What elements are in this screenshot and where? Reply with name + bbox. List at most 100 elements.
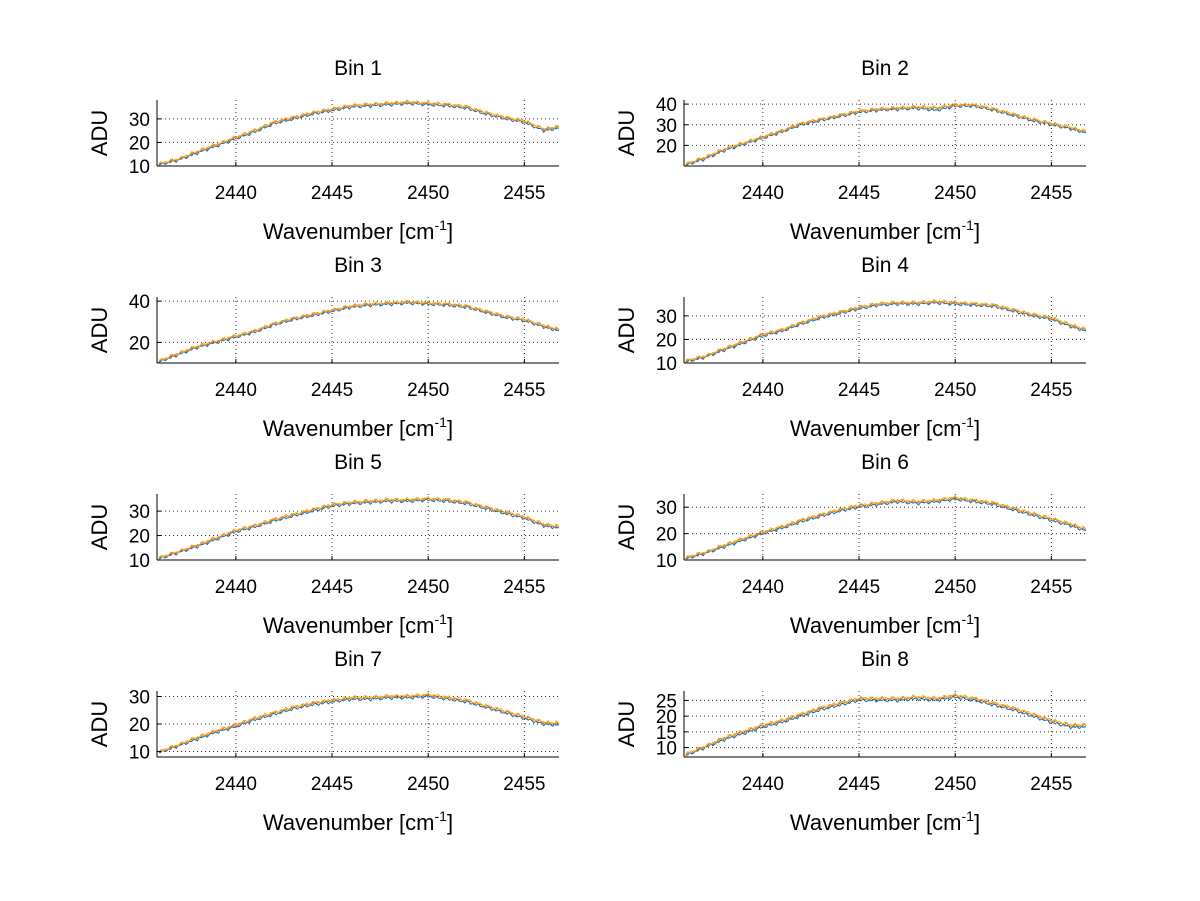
y-axis-label: ADU	[87, 110, 112, 156]
y-tick-label: 10	[129, 157, 150, 178]
chart-title: Bin 5	[334, 451, 382, 474]
plot-area	[684, 297, 1086, 363]
y-tick-label: 30	[656, 498, 677, 519]
x-axis-label-main: Wavenumber [cm	[790, 810, 962, 835]
x-tick-label: 2445	[311, 183, 353, 204]
series-line-3	[158, 299, 560, 362]
chart-title: Bin 8	[861, 648, 909, 671]
y-tick-label: 25	[656, 691, 677, 712]
subplot-3: 2440 2445 2450 2455 20 40 Bin 3 ADU Wavenumber […	[87, 254, 560, 441]
y-tick-label: 10	[656, 551, 677, 572]
y-axis-label: ADU	[87, 701, 112, 747]
y-tick-label: 20	[656, 707, 677, 728]
x-axis-label: Wavenumber [cm-1]	[790, 217, 980, 244]
y-tick-label: 20	[656, 525, 677, 546]
x-tick-label: 2455	[503, 577, 545, 598]
y-axis-label: ADU	[614, 307, 639, 353]
x-axis-label-sup: -1	[962, 217, 975, 233]
series-line-3	[685, 494, 1087, 558]
x-tick-label: 2440	[742, 774, 784, 795]
x-axis-label-main: Wavenumber [cm	[790, 219, 962, 244]
x-axis-label-sup: -1	[962, 414, 975, 430]
x-axis-label: Wavenumber [cm-1]	[790, 414, 980, 441]
x-tick-label: 2455	[1030, 183, 1072, 204]
x-axis-label: Wavenumber [cm-1]	[263, 414, 453, 441]
x-axis-label: Wavenumber [cm-1]	[263, 808, 453, 835]
y-tick-label: 10	[656, 354, 677, 375]
x-tick-label: 2450	[934, 380, 976, 401]
chart-title: Bin 7	[334, 648, 382, 671]
series-line-3	[158, 691, 560, 752]
x-tick-label: 2450	[407, 577, 449, 598]
y-tick-label: 15	[656, 723, 677, 744]
x-tick-label: 2445	[311, 774, 353, 795]
x-axis-label-sup: -1	[435, 611, 448, 627]
x-axis-label-sup: -1	[962, 808, 975, 824]
subplot-7: 2440 2445 2450 2455 10 20 30 Bin 7 ADU Wavenumber…	[87, 648, 560, 835]
chart-title: Bin 6	[861, 451, 909, 474]
y-axis-label: ADU	[87, 504, 112, 550]
x-tick-label: 2450	[407, 774, 449, 795]
x-tick-label: 2440	[215, 774, 257, 795]
y-tick-label: 20	[656, 136, 677, 157]
x-tick-label: 2445	[311, 380, 353, 401]
y-tick-label: 40	[129, 292, 150, 313]
x-tick-label: 2455	[1030, 577, 1072, 598]
y-tick-label: 20	[656, 330, 677, 351]
x-axis-label-end: ]	[974, 416, 980, 441]
x-axis-label: Wavenumber [cm-1]	[790, 808, 980, 835]
chart-title: Bin 4	[861, 254, 909, 277]
subplot-6: 2440 2445 2450 2455 10 20 30 Bin 6 ADU Wavenumber…	[614, 451, 1087, 638]
plot-area	[157, 297, 559, 363]
x-axis-label-end: ]	[447, 219, 453, 244]
x-axis-label-end: ]	[447, 416, 453, 441]
y-tick-label: 20	[129, 715, 150, 736]
y-axis-label: ADU	[87, 307, 112, 353]
x-axis-label-main: Wavenumber [cm	[790, 416, 962, 441]
x-axis-label-main: Wavenumber [cm	[790, 613, 962, 638]
x-axis-label: Wavenumber [cm-1]	[263, 611, 453, 638]
y-axis-label: ADU	[614, 110, 639, 156]
x-tick-label: 2445	[838, 183, 880, 204]
y-tick-label: 20	[129, 527, 150, 548]
chart-title: Bin 3	[334, 254, 382, 277]
plot-area	[684, 100, 1086, 166]
x-axis-label-sup: -1	[435, 414, 448, 430]
series-line-3	[685, 298, 1087, 361]
x-tick-label: 2445	[838, 774, 880, 795]
series-line-3	[685, 102, 1087, 165]
series-line-3	[685, 692, 1087, 754]
x-tick-label: 2450	[934, 774, 976, 795]
plot-area	[157, 494, 559, 560]
y-tick-label: 30	[656, 116, 677, 137]
x-tick-label: 2455	[503, 183, 545, 204]
y-tick-label: 10	[656, 739, 677, 760]
x-tick-label: 2440	[742, 380, 784, 401]
x-tick-label: 2440	[215, 577, 257, 598]
x-axis-label-main: Wavenumber [cm	[263, 416, 435, 441]
plot-area	[157, 100, 559, 166]
x-tick-label: 2440	[215, 380, 257, 401]
x-tick-label: 2455	[1030, 380, 1072, 401]
x-tick-label: 2440	[742, 577, 784, 598]
y-tick-label: 10	[129, 551, 150, 572]
series-line-3	[158, 495, 560, 558]
chart-title: Bin 2	[861, 57, 909, 80]
x-tick-label: 2450	[407, 380, 449, 401]
y-tick-label: 30	[129, 110, 150, 131]
y-axis-label: ADU	[614, 701, 639, 747]
x-axis-label-sup: -1	[435, 808, 448, 824]
y-tick-label: 20	[129, 333, 150, 354]
x-tick-label: 2445	[838, 577, 880, 598]
x-tick-label: 2445	[838, 380, 880, 401]
y-tick-label: 40	[656, 95, 677, 116]
x-tick-label: 2440	[215, 183, 257, 204]
x-axis-label-end: ]	[974, 810, 980, 835]
x-axis-label-end: ]	[447, 613, 453, 638]
x-axis-label-sup: -1	[435, 217, 448, 233]
x-axis-label: Wavenumber [cm-1]	[790, 611, 980, 638]
y-tick-label: 10	[129, 743, 150, 764]
